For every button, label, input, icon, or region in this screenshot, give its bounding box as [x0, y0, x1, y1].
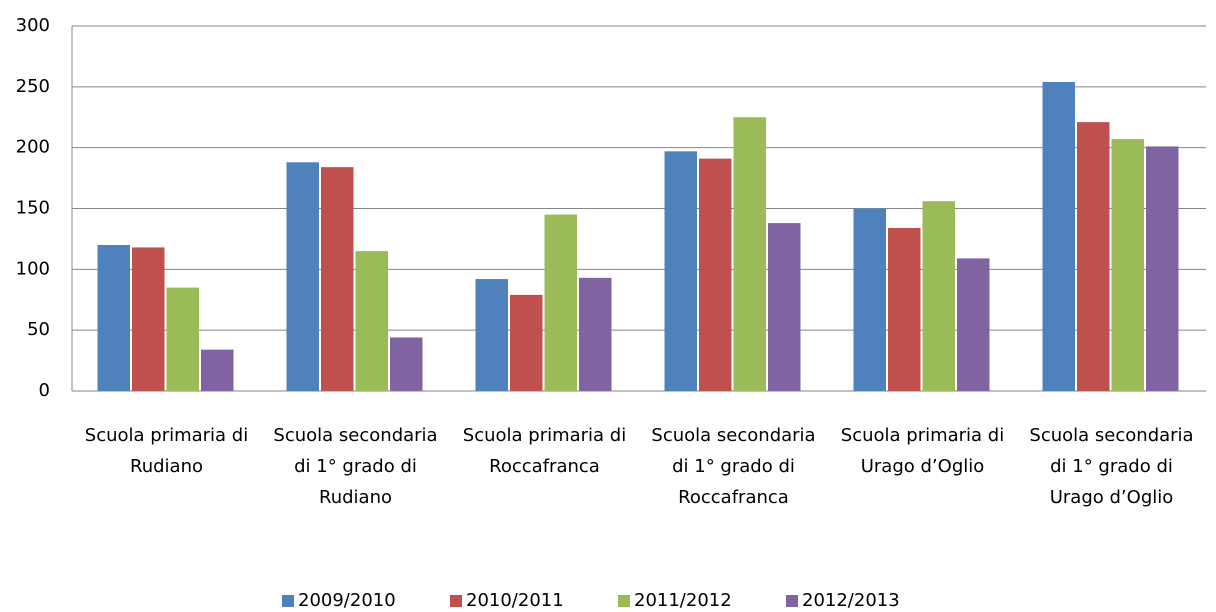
legend-swatch	[786, 595, 798, 607]
y-tick-label: 150	[16, 198, 50, 219]
bar	[544, 214, 577, 391]
legend-swatch	[618, 595, 630, 607]
y-tick-label: 300	[16, 15, 50, 36]
bar	[853, 208, 886, 391]
legend-label: 2012/2013	[802, 590, 900, 611]
bar	[957, 258, 990, 391]
bar	[1146, 146, 1179, 391]
legend-label: 2011/2012	[634, 590, 732, 611]
bar	[355, 251, 388, 391]
y-tick-label: 0	[39, 380, 50, 401]
bar	[510, 294, 543, 391]
bar	[579, 277, 612, 391]
y-tick-label: 250	[16, 76, 50, 97]
bar	[201, 349, 234, 391]
bar	[286, 162, 319, 391]
bar	[475, 279, 508, 391]
legend-label: 2009/2010	[298, 590, 396, 611]
y-tick-label: 200	[16, 137, 50, 158]
bar	[1111, 139, 1144, 391]
legend-label: 2010/2011	[466, 590, 564, 611]
bar	[922, 201, 955, 391]
bar	[321, 167, 354, 391]
bar	[132, 247, 165, 391]
x-tick-label: Scuola primaria di Roccafranca	[462, 425, 627, 477]
y-tick-label: 50	[27, 319, 50, 340]
y-tick-label: 100	[16, 258, 50, 279]
bar	[1077, 122, 1110, 391]
legend-swatch	[450, 595, 462, 607]
bar	[768, 223, 801, 391]
bar	[1042, 81, 1075, 391]
bar	[166, 287, 199, 391]
x-tick-label: Scuola secondaria di 1° grado di Urago d…	[1029, 425, 1194, 508]
bar	[390, 337, 423, 391]
bar	[97, 245, 130, 391]
x-tick-label: Scuola primaria di Rudiano	[84, 425, 249, 477]
bar	[699, 158, 732, 391]
x-tick-label: Scuola secondaria di 1° grado di Roccafr…	[651, 425, 816, 508]
bar	[888, 227, 921, 391]
bar	[664, 151, 697, 391]
bar	[733, 117, 766, 391]
legend-swatch	[282, 595, 294, 607]
x-tick-label: Scuola primaria di Urago d’Oglio	[840, 425, 1005, 477]
x-tick-label: Scuola secondaria di 1° grado di Rudiano	[273, 425, 438, 508]
